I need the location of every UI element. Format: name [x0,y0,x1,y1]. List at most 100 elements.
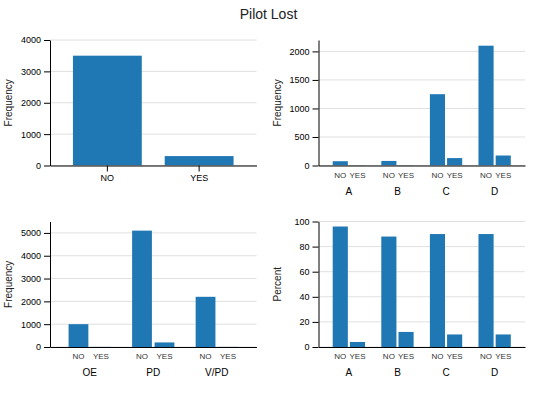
x-tick: D [491,166,498,197]
y-tick: 4000 [21,35,50,45]
y-tick: 0 [36,161,50,171]
y-tick-mark [44,166,50,167]
x-tick-label: NO [72,352,84,361]
grid-line [319,321,526,322]
grid [319,222,526,348]
x-tick-label: YES [398,171,414,180]
grid-line [50,40,257,41]
group-label: OE [82,367,97,378]
group-label: D [491,186,498,197]
grid-line [50,278,257,279]
y-tick-label: 2000 [289,47,309,57]
x-tick-label: NO [383,171,395,180]
grid-line [319,136,526,137]
x-tick: A [346,347,353,378]
x-tick-label: NO [334,352,346,361]
y-tick: 3000 [21,274,50,284]
y-tick-label: 3000 [21,67,41,77]
y-tick-label: 500 [294,132,309,142]
bars [73,56,234,166]
group-label: B [394,367,401,378]
bar [478,234,493,347]
y-tick-mark [44,301,50,302]
x-tick: D [491,347,498,378]
grid-line [319,79,526,80]
y-tick: 2000 [21,297,50,307]
y-axis-line [50,222,51,348]
x-tick-label: NO [431,352,443,361]
y-tick-mark [313,51,319,52]
x-tick-label: NO [431,171,443,180]
bar [333,161,348,165]
x-axis-line [319,347,526,348]
y-tick: 1000 [21,320,50,330]
panel: 01000200030004000FrequencyNOYES [3,35,257,183]
y-tick: 20 [299,317,318,327]
y-tick-label: 0 [36,161,41,171]
bar [447,158,462,165]
y-tick-label: 1000 [289,104,309,114]
y-axis-title: Frequency [272,79,283,126]
x-tick: NO [101,166,115,183]
x-axis: NOYES [51,166,258,183]
grid-line [319,246,526,247]
y-axis-line [319,222,320,348]
group-label: PD [146,367,160,378]
x-axis: A B C D [319,166,526,197]
y-tick-mark [313,297,319,298]
x-tick: C [442,166,449,197]
y-tick-mark [313,137,319,138]
y-tick-mark [313,166,319,167]
y-axis: 020406080100 [294,217,319,353]
x-tick: A [346,166,353,197]
y-tick: 1000 [21,130,50,140]
y-tick-mark [313,247,319,248]
y-tick-label: 0 [304,342,309,352]
x-tick-mark [199,166,200,172]
grid [50,233,257,347]
x-tick: B [394,166,401,197]
x-tick-label: YES [398,352,414,361]
bar-labels: NOYESNOYESNOYESNOYES [334,171,511,180]
x-tick-label: YES [447,171,463,180]
y-tick-mark [313,322,319,323]
group-label: C [442,186,449,197]
grid-line [319,165,526,166]
y-tick-label: 5000 [21,228,41,238]
y-tick-mark [44,279,50,280]
y-axis: 01000200030004000 [21,35,51,171]
y-tick-label: 2000 [21,297,41,307]
bar-labels: NOYESNOYESNOYESNOYES [334,352,511,361]
y-tick-mark [44,256,50,257]
y-tick: 1000 [289,104,318,114]
y-tick-label: 80 [299,242,309,252]
y-tick-mark [44,103,50,104]
y-tick: 3000 [21,67,50,77]
x-tick: C [442,347,449,378]
x-tick-label: NO [480,171,492,180]
bar [447,334,462,347]
y-tick: 80 [299,242,318,252]
y-tick: 40 [299,292,318,302]
y-tick: 2000 [289,47,318,57]
y-tick-label: 20 [299,317,309,327]
grid-line [319,296,526,297]
bar [218,346,238,347]
x-tick-label: NO [383,352,395,361]
y-tick-label: 40 [299,292,309,302]
y-tick: 4000 [21,251,50,261]
y-tick-mark [313,347,319,348]
y-axis-title: Frequency [3,261,14,308]
y-tick: 60 [299,267,318,277]
bar [69,324,89,347]
y-tick-label: 0 [304,161,309,171]
chart: Pilot Lost01000200030004000FrequencyNOYE… [0,0,537,393]
y-tick-mark [44,347,50,348]
group-label: B [394,186,401,197]
x-tick-label: NO [136,352,148,361]
panel: 020406080100PercentNOYESNOYESNOYESNOYESA… [272,217,526,378]
x-tick: B [394,347,401,378]
x-tick-label: NO [334,171,346,180]
bar [430,94,445,165]
x-tick-label: YES [349,352,365,361]
